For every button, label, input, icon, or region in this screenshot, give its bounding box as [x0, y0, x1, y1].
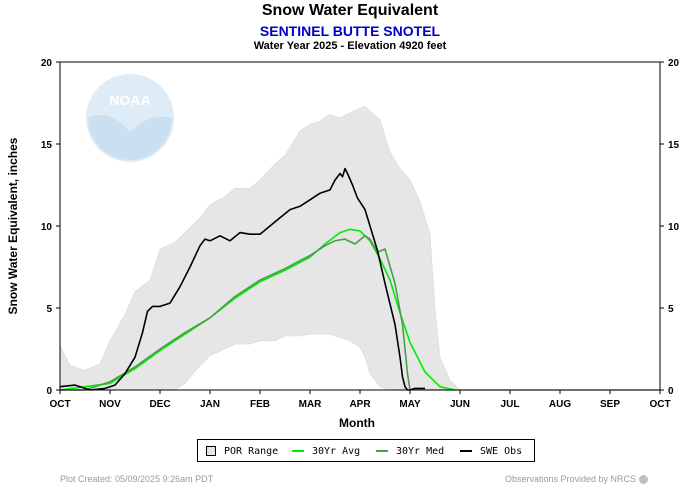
y-tick-label-right: 20: [668, 58, 680, 69]
noaa-logo: NOAA: [86, 74, 174, 162]
noaa-logo-text: NOAA: [109, 92, 150, 108]
avg-swatch: [292, 450, 304, 452]
x-tick-label: APR: [349, 399, 371, 410]
y-tick-label-left: 5: [46, 304, 52, 315]
y-tick-label-left: 15: [41, 140, 53, 151]
legend-label-por: POR Range: [224, 445, 279, 457]
y-axis: 0 0 5 5 10 10 15 15 20 20: [41, 58, 680, 397]
x-tick-label: OCT: [649, 399, 670, 410]
chart-title: Snow Water Equivalent: [261, 2, 439, 19]
y-tick-label-right: 10: [668, 222, 680, 233]
x-tick-label: SEP: [600, 399, 620, 410]
x-tick-label: DEC: [149, 399, 170, 410]
x-tick-label: JAN: [200, 399, 220, 410]
x-tick-label: OCT: [49, 399, 70, 410]
legend-label-avg: 30Yr Avg: [312, 445, 361, 457]
med-swatch: [376, 450, 388, 452]
y-tick-label-right: 0: [668, 386, 674, 397]
legend-item-obs: SWE Obs: [460, 445, 522, 457]
legend-item-por: POR Range: [206, 445, 278, 457]
nrcs-logo-icon: [639, 475, 648, 485]
y-tick-label-left: 0: [46, 386, 52, 397]
x-tick-label: NOV: [99, 399, 121, 410]
x-tick-label: MAY: [399, 399, 421, 410]
chart-subtitle: Water Year 2025 - Elevation 4920 feet: [253, 40, 447, 52]
legend-item-med: 30Yr Med: [376, 445, 444, 457]
series-line-swe-obs: [59, 167, 425, 391]
plot-created-text: Plot Created: 05/09/2025 9:26am PDT: [60, 474, 214, 484]
y-tick-label-right: 15: [668, 140, 680, 151]
observations-credit-text: Observations Provided by NRCS: [504, 474, 636, 484]
legend-item-avg: 30Yr Avg: [292, 445, 360, 457]
y-axis-label: Snow Water Equivalent, inches: [6, 137, 20, 314]
x-tick-label: JUN: [450, 399, 470, 410]
y-tick-label-right: 5: [668, 304, 674, 315]
legend: POR Range 30Yr Avg 30Yr Med SWE Obs: [197, 439, 535, 462]
legend-label-obs: SWE Obs: [480, 445, 523, 457]
legend-label-med: 30Yr Med: [396, 445, 445, 457]
observations-credit: Observations Provided by NRCS: [504, 474, 648, 485]
x-tick-label: MAR: [299, 399, 323, 410]
series-line-30yr-avg: [59, 228, 456, 391]
x-tick-label: JUL: [501, 399, 520, 410]
x-axis-label: Month: [339, 416, 375, 430]
y-tick-label-left: 20: [41, 58, 53, 69]
series-line-30yr-med: [60, 235, 411, 391]
x-axis: OCT NOV DEC JAN FEB MAR APR MAY JUN JUL AUG SEP OCT: [49, 390, 671, 410]
y-tick-label-left: 10: [41, 222, 53, 233]
por-swatch: [206, 446, 216, 456]
x-tick-label: AUG: [549, 399, 571, 410]
station-name: SENTINEL BUTTE SNOTEL: [259, 23, 441, 39]
obs-swatch: [460, 450, 472, 452]
x-tick-label: FEB: [250, 399, 270, 410]
